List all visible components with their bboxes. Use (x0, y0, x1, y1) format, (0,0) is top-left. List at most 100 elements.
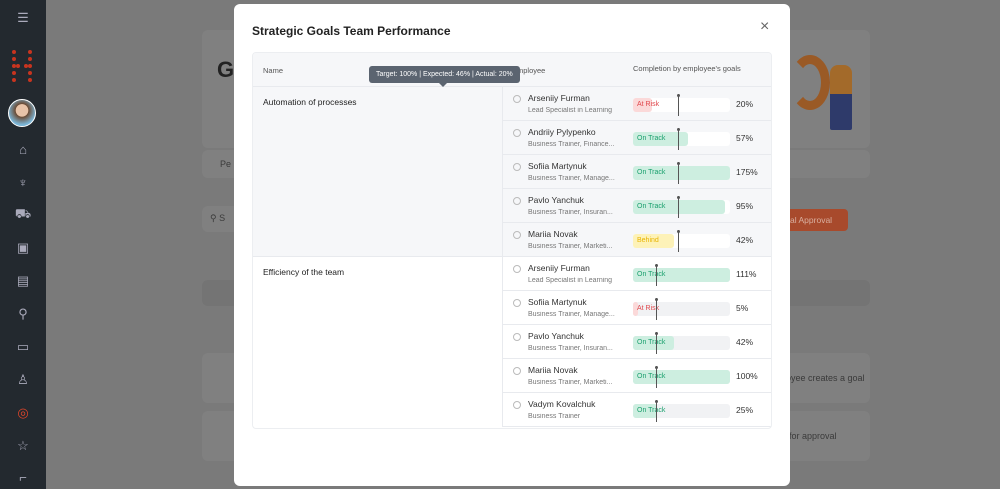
completion-percent: 20% (736, 99, 754, 109)
progress-bar[interactable]: On Track (633, 264, 730, 286)
close-icon[interactable]: × (760, 18, 770, 35)
progress-bar[interactable]: On Track (633, 162, 730, 184)
employee-role: Business Trainer, Marketi... (528, 379, 613, 386)
home-icon[interactable]: ⌂ (19, 141, 27, 157)
employee-role: Business Trainer, Manage... (528, 311, 615, 318)
goal-name: Automation of processes (263, 97, 357, 107)
progress-fill (633, 404, 658, 418)
progress-bar[interactable]: On Track (633, 196, 730, 218)
employee-role: Business Trainer (528, 413, 581, 420)
table-row[interactable]: Arseniiy Furman Lead Specialist in Learn… (502, 257, 771, 291)
progress-fill (633, 336, 674, 350)
person-icon (513, 197, 521, 205)
employee-role: Business Trainer, Finance... (528, 141, 615, 148)
table-row[interactable]: Pavlo Yanchuk Business Trainer, Insuran.… (502, 325, 771, 359)
person-icon (513, 265, 521, 273)
step-1-text: oyee creates a goal (786, 373, 865, 383)
progress-bar[interactable]: At Risk (633, 298, 730, 320)
expected-marker (655, 366, 659, 388)
table-row[interactable]: Pavlo Yanchuk Business Trainer, Insuran.… (502, 189, 771, 223)
employee-name[interactable]: Sofiia Martynuk (528, 297, 587, 307)
trophy-icon[interactable]: ♆ (18, 174, 28, 190)
avatar[interactable] (8, 99, 36, 127)
employee-name[interactable]: Sofiia Martynuk (528, 161, 587, 171)
goal-group: Automation of processes Arseniiy Furman … (253, 86, 771, 257)
org-chart-icon[interactable]: ☆ (17, 438, 29, 453)
illustration (790, 55, 830, 110)
chart-icon[interactable]: ⌐ (19, 469, 27, 485)
employee-name[interactable]: Vadym Kovalchuk (528, 399, 596, 409)
column-name[interactable]: Name (263, 66, 284, 75)
expected-marker (676, 162, 680, 184)
step-2-text: for approval (789, 431, 837, 441)
progress-bar[interactable]: At Risk (633, 94, 730, 116)
table-row[interactable]: Mariia Novak Business Trainer, Marketi..… (502, 223, 771, 257)
table-row[interactable]: Arseniiy Furman Lead Specialist in Learn… (502, 87, 771, 121)
employee-name[interactable]: Arseniiy Furman (528, 263, 590, 273)
table-row[interactable]: Mariia Novak Business Trainer, Marketi..… (502, 359, 771, 393)
progress-bar[interactable]: On Track (633, 366, 730, 388)
progress-fill (633, 166, 730, 180)
modal-title: Strategic Goals Team Performance (252, 24, 451, 38)
search-icon: ⚲ S (210, 213, 226, 223)
employee-role: Business Trainer, Marketi... (528, 243, 613, 250)
calendar-icon[interactable]: ▤ (16, 273, 30, 288)
performance-table: Name Employee Completion by employee's g… (252, 52, 772, 429)
progress-bar[interactable]: On Track (633, 400, 730, 422)
goal-name: Efficiency of the team (263, 267, 345, 277)
user-icon[interactable]: ♙ (17, 372, 29, 387)
tab-fragment[interactable]: Pe (220, 159, 232, 169)
progress-bar[interactable]: On Track (633, 128, 730, 150)
table-row[interactable]: Sofiia Martynuk Business Trainer, Manage… (502, 291, 771, 325)
completion-percent: 57% (736, 133, 754, 143)
employee-name[interactable]: Pavlo Yanchuk (528, 331, 584, 341)
people-search-icon[interactable]: ⚲ (18, 306, 28, 321)
completion-percent: 111% (736, 269, 757, 279)
progress-bar[interactable]: Behind (633, 230, 730, 252)
status-badge: On Track (637, 407, 666, 414)
employee-name[interactable]: Andriiy Pylypenko (528, 127, 596, 137)
table-row[interactable]: Andriiy Pylypenko Business Trainer, Fina… (502, 121, 771, 155)
person-icon (513, 163, 521, 171)
employee-role: Business Trainer, Insuran... (528, 345, 613, 352)
target-icon[interactable]: ◎ (17, 405, 29, 420)
column-employee[interactable]: Employee (512, 66, 546, 75)
employee-name[interactable]: Arseniiy Furman (528, 93, 590, 103)
expected-marker (655, 264, 659, 286)
gift-icon[interactable]: ▣ (16, 240, 30, 255)
progress-bar[interactable]: On Track (633, 332, 730, 354)
logo (12, 50, 32, 82)
completion-percent: 5% (736, 303, 749, 313)
employee-role: Business Trainer, Insuran... (528, 209, 613, 216)
employee-name[interactable]: Mariia Novak (528, 229, 578, 239)
person-icon (513, 129, 521, 137)
completion-percent: 42% (736, 235, 754, 245)
expected-marker (655, 298, 659, 320)
status-badge: On Track (637, 271, 666, 278)
progress-fill (633, 132, 689, 146)
expected-marker (676, 196, 680, 218)
progress-tooltip: Target: 100% | Expected: 46% | Actual: 2… (369, 66, 520, 87)
status-badge: On Track (637, 373, 666, 380)
status-badge: On Track (637, 135, 666, 142)
menu-icon[interactable]: ☰ (17, 10, 29, 25)
completion-percent: 95% (736, 201, 754, 211)
employee-name[interactable]: Mariia Novak (528, 365, 578, 375)
person-icon (513, 367, 521, 375)
goal-approval-button[interactable]: al Approval (786, 209, 848, 231)
table-row[interactable]: Sofiia Martynuk Business Trainer, Manage… (502, 155, 771, 189)
table-row[interactable]: Vadym Kovalchuk Business Trainer On Trac… (502, 393, 771, 427)
progress-fill (633, 302, 638, 316)
expected-marker (676, 230, 680, 252)
employee-name[interactable]: Pavlo Yanchuk (528, 195, 584, 205)
completion-percent: 42% (736, 337, 754, 347)
briefcase-icon[interactable]: ▭ (16, 339, 30, 354)
expected-marker (676, 128, 680, 150)
goal-group: Efficiency of the team Arseniiy Furman L… (253, 256, 771, 427)
column-completion[interactable]: Completion by employee's goals (633, 64, 741, 73)
illustration-person (830, 65, 852, 130)
search-placeholder: S (219, 213, 226, 223)
employee-role: Business Trainer, Manage... (528, 175, 615, 182)
cart-icon[interactable]: ⛟ (14, 206, 32, 221)
expected-marker (655, 332, 659, 354)
